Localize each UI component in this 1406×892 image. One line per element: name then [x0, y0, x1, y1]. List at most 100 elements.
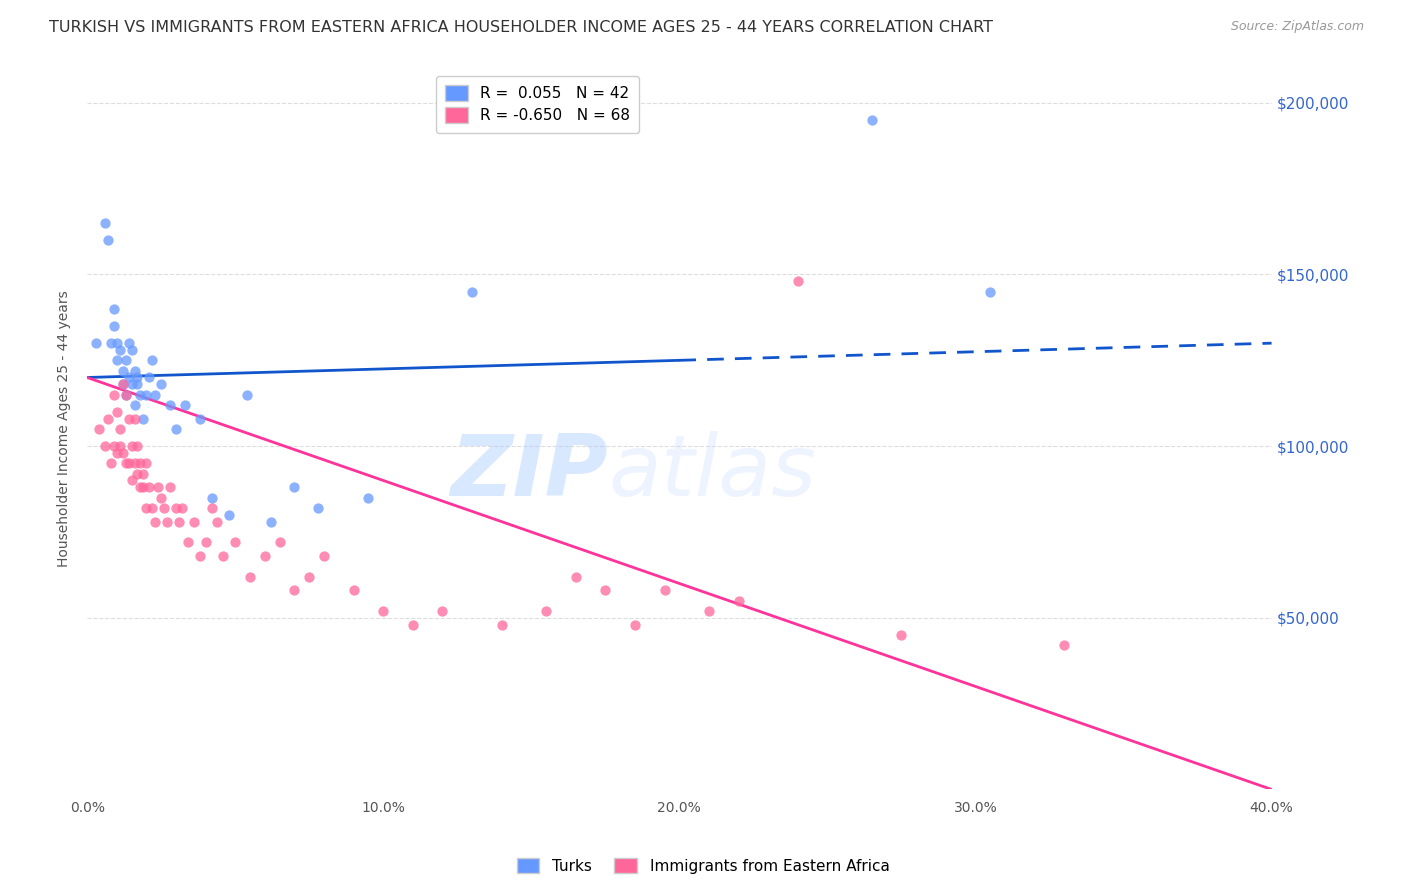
Point: [148, 480, 170, 494]
Point: [402, 617, 425, 632]
Point: [283, 480, 305, 494]
Point: [165, 500, 187, 515]
Point: [194, 535, 217, 549]
Legend: Turks, Immigrants from Eastern Africa: Turks, Immigrants from Eastern Africa: [510, 852, 896, 880]
Point: [121, 343, 143, 357]
Point: [165, 422, 187, 436]
Y-axis label: Householder Income Ages 25 - 44 years: Householder Income Ages 25 - 44 years: [58, 291, 72, 567]
Point: [253, 549, 276, 563]
Point: [124, 456, 146, 470]
Point: [860, 113, 883, 128]
Point: [127, 467, 149, 481]
Point: [173, 398, 195, 412]
Point: [143, 515, 166, 529]
Legend: R =  0.055   N = 42, R = -0.650   N = 68: R = 0.055 N = 42, R = -0.650 N = 68: [436, 76, 638, 133]
Point: [127, 370, 149, 384]
Point: [138, 480, 160, 494]
Point: [595, 583, 617, 598]
Point: [100, 456, 122, 470]
Point: [121, 439, 143, 453]
Point: [84, 336, 107, 351]
Point: [890, 628, 912, 642]
Point: [177, 535, 200, 549]
Point: [212, 549, 235, 563]
Point: [150, 491, 173, 505]
Point: [117, 336, 139, 351]
Point: [200, 500, 222, 515]
Point: [114, 387, 136, 401]
Point: [236, 387, 259, 401]
Point: [129, 456, 152, 470]
Point: [138, 370, 160, 384]
Point: [269, 535, 291, 549]
Point: [129, 480, 152, 494]
Point: [117, 370, 139, 384]
Point: [188, 549, 211, 563]
Point: [132, 467, 155, 481]
Point: [343, 583, 366, 598]
Point: [188, 411, 211, 425]
Point: [200, 491, 222, 505]
Point: [103, 318, 125, 333]
Point: [153, 500, 176, 515]
Point: [298, 569, 321, 583]
Text: Source: ZipAtlas.com: Source: ZipAtlas.com: [1230, 20, 1364, 33]
Point: [373, 604, 395, 618]
Point: [132, 411, 155, 425]
Point: [103, 387, 125, 401]
Point: [114, 387, 136, 401]
Point: [105, 446, 128, 460]
Point: [132, 480, 155, 494]
Point: [159, 398, 181, 412]
Point: [121, 474, 143, 488]
Point: [357, 491, 380, 505]
Point: [170, 500, 193, 515]
Point: [150, 377, 173, 392]
Point: [103, 439, 125, 453]
Point: [183, 515, 205, 529]
Point: [654, 583, 676, 598]
Point: [111, 446, 134, 460]
Point: [534, 604, 557, 618]
Point: [1053, 638, 1076, 652]
Point: [111, 363, 134, 377]
Point: [697, 604, 720, 618]
Point: [117, 411, 139, 425]
Point: [461, 285, 484, 299]
Point: [135, 387, 157, 401]
Point: [156, 515, 179, 529]
Point: [143, 387, 166, 401]
Point: [114, 456, 136, 470]
Point: [432, 604, 454, 618]
Point: [786, 274, 808, 288]
Point: [105, 353, 128, 368]
Text: atlas: atlas: [609, 431, 817, 514]
Point: [97, 411, 120, 425]
Point: [135, 500, 157, 515]
Point: [260, 515, 283, 529]
Point: [141, 500, 163, 515]
Point: [108, 422, 131, 436]
Point: [94, 216, 117, 230]
Point: [312, 549, 335, 563]
Point: [124, 363, 146, 377]
Point: [167, 515, 190, 529]
Point: [111, 377, 134, 392]
Point: [564, 569, 586, 583]
Text: TURKISH VS IMMIGRANTS FROM EASTERN AFRICA HOUSEHOLDER INCOME AGES 25 - 44 YEARS : TURKISH VS IMMIGRANTS FROM EASTERN AFRIC…: [49, 20, 993, 35]
Point: [124, 411, 146, 425]
Point: [105, 405, 128, 419]
Point: [97, 233, 120, 247]
Point: [127, 439, 149, 453]
Point: [127, 377, 149, 392]
Point: [105, 336, 128, 351]
Point: [129, 387, 152, 401]
Point: [307, 500, 329, 515]
Point: [207, 515, 229, 529]
Point: [283, 583, 305, 598]
Point: [224, 535, 246, 549]
Point: [141, 353, 163, 368]
Point: [727, 593, 749, 607]
Point: [108, 439, 131, 453]
Point: [979, 285, 1001, 299]
